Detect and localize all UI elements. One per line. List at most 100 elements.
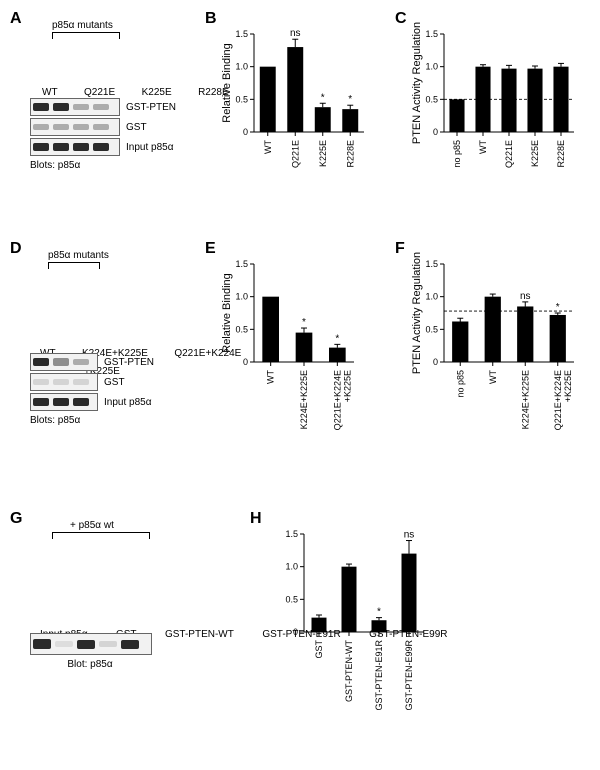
svg-text:GST-PTEN-WT: GST-PTEN-WT [344,640,354,702]
blot-gst [30,373,98,391]
svg-text:Q221E+K224E: Q221E+K224E [553,370,563,430]
svg-text:PTEN Activity Regulation: PTEN Activity Regulation [411,22,423,144]
svg-text:0: 0 [243,357,248,367]
svg-text:*: * [377,607,381,618]
blot-label: GST [104,377,125,388]
svg-text:+K225E: +K225E [563,370,573,402]
svg-text:+K225E: +K225E [342,370,352,402]
barchart-svg: 0 0.5 1.0 1.5 WT ns Q221E * K225E * R228E Relative … [220,20,370,195]
blot-label: Input p85α [126,142,174,153]
svg-text:*: * [321,92,325,103]
svg-text:GST: GST [314,640,324,659]
svg-text:1.5: 1.5 [235,259,248,269]
svg-text:ns: ns [290,28,301,39]
blot-row: GST-PTEN [30,98,176,116]
svg-text:0.5: 0.5 [235,324,248,334]
svg-text:0: 0 [293,627,298,637]
blot-caption: Blots: p85α [30,415,187,426]
svg-text:no p85: no p85 [455,370,465,398]
blot-gst [30,118,120,136]
chart-f: 0 0.5 1.0 1.5 no p85 WT ns K224E+K225E * Q221E+K2… [410,250,580,470]
blot-label: GST [126,122,147,133]
panel-a-label: A [10,10,22,28]
blot-caption: Blot: p85α [30,659,150,670]
lane-label: GST-PTEN-WT [165,629,234,640]
blot-caption: Blots: p85α [30,160,176,171]
panel-d-blots: p85α mutants WT K224E+K225E Q221E+K224E … [30,250,187,426]
panel-a-blots: p85α mutants WT Q221E K225E R228E GST-PT… [30,20,176,171]
svg-text:*: * [556,302,560,313]
svg-text:0.5: 0.5 [425,324,438,334]
lane-label: WT [42,87,58,98]
svg-text:Q221E: Q221E [290,140,300,168]
lane-label: K225E [142,87,172,98]
svg-text:Q221E+K224E: Q221E+K224E [332,370,342,430]
svg-text:1.0: 1.0 [235,292,248,302]
svg-text:0.5: 0.5 [285,594,298,604]
svg-text:1.5: 1.5 [425,29,438,39]
panel-g-label: G [10,510,22,528]
svg-text:no p85: no p85 [452,140,462,168]
barchart-svg: 0 0.5 1.0 1.5 GST GST-PTEN-WT * GST-PTEN-E91R ns… [270,520,430,740]
barchart-svg: 0 0.5 1.0 1.5 no p85 WT ns K224E+K225E * Q221E+K2… [410,250,580,465]
chart-b: 0 0.5 1.0 1.5 WT ns Q221E * K225E * R228E Relative … [220,20,370,200]
svg-text:1.5: 1.5 [425,259,438,269]
blot-gst-pten [30,353,98,371]
svg-text:0: 0 [433,357,438,367]
blot-label: Input p85α [104,397,152,408]
lane-label: Q221E [84,87,115,98]
svg-text:Relative Binding: Relative Binding [221,273,233,353]
chart-c: 0 0.5 1.0 1.5 no p85 WT Q221E K225E R228E PTEN Ac… [410,20,580,200]
svg-text:K224E+K225E: K224E+K225E [520,370,530,429]
svg-text:K225E: K225E [318,140,328,167]
svg-text:*: * [302,317,306,328]
svg-text:K224E+K225E: K224E+K225E [299,370,309,429]
svg-text:WT: WT [488,370,498,384]
blot-label: GST-PTEN [126,102,176,113]
blot-p85 [30,633,152,655]
svg-text:R228E: R228E [556,140,566,168]
svg-text:1.0: 1.0 [425,292,438,302]
blot-row: Input p85α [30,138,176,156]
panel-e-label: E [205,240,216,258]
svg-text:Q221E: Q221E [504,140,514,168]
panel-a-header: p85α mutants [52,20,113,31]
panel-c-label: C [395,10,407,28]
svg-text:WT: WT [266,370,276,384]
panel-h-label: H [250,510,262,528]
barchart-svg: 0 0.5 1.0 1.5 no p85 WT Q221E K225E R228E PTEN Ac… [410,20,580,195]
svg-text:*: * [348,94,352,105]
svg-text:ns: ns [520,291,531,302]
svg-text:1.0: 1.0 [425,62,438,72]
blot-gst-pten [30,98,120,116]
svg-text:0.5: 0.5 [235,94,248,104]
panel-d-label: D [10,240,22,258]
svg-text:0: 0 [433,127,438,137]
svg-text:K225E: K225E [530,140,540,167]
svg-text:GST-PTEN-E91R: GST-PTEN-E91R [374,640,384,711]
svg-text:R228E: R228E [345,140,355,168]
figure: A p85α mutants WT Q221E K225E R228E GST-… [10,10,590,760]
barchart-svg: 0 0.5 1.0 1.5 WT * K224E+K225E * Q221E+K224E+K22… [220,250,360,465]
svg-text:Relative Binding: Relative Binding [221,43,233,123]
svg-text:0: 0 [243,127,248,137]
chart-h: 0 0.5 1.0 1.5 GST GST-PTEN-WT * GST-PTEN-E91R ns… [270,520,430,745]
svg-text:WT: WT [478,140,488,154]
svg-text:*: * [335,333,339,344]
svg-text:1.5: 1.5 [235,29,248,39]
svg-text:WT: WT [263,140,273,154]
svg-text:PTEN Activity Regulation: PTEN Activity Regulation [411,252,423,374]
panel-f-label: F [395,240,405,258]
blot-input [30,138,120,156]
svg-text:1.0: 1.0 [285,562,298,572]
panel-g-header: + p85α wt [70,520,114,531]
svg-text:1.5: 1.5 [285,529,298,539]
panel-b-label: B [205,10,217,28]
svg-text:1.0: 1.0 [235,62,248,72]
svg-text:ns: ns [404,530,415,541]
blot-row: Input p85α [30,393,187,411]
blot-row: GST [30,118,176,136]
blot-input [30,393,98,411]
svg-text:0.5: 0.5 [425,94,438,104]
svg-text:GST-PTEN-E99R: GST-PTEN-E99R [404,640,414,711]
